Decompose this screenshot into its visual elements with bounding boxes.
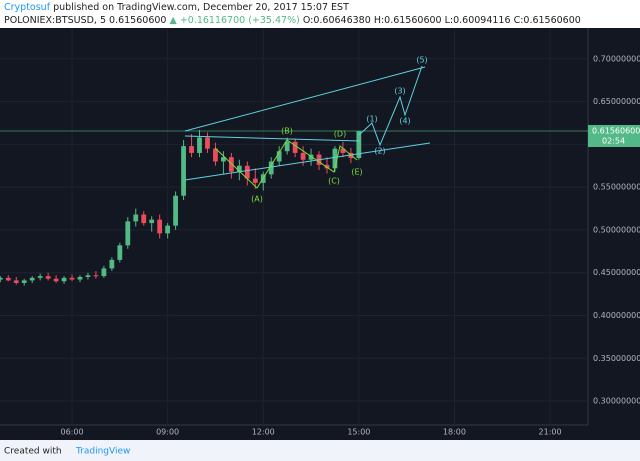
candle-body — [189, 146, 194, 153]
publisher: Cryptosuf — [4, 2, 51, 13]
candle-body — [165, 225, 171, 234]
wave-label: (A) — [251, 195, 263, 204]
last-price-box — [588, 125, 640, 148]
candle-body — [53, 278, 59, 282]
countdown: 02:54 — [602, 137, 625, 146]
candle-body — [5, 277, 11, 281]
candle-body — [101, 268, 107, 277]
y-tick-label: 0.70000000 — [593, 54, 640, 63]
candle-body — [29, 277, 35, 281]
candle-body — [213, 148, 218, 162]
wave-label: (E) — [351, 168, 362, 177]
y-tick-label: 0.45000000 — [593, 268, 640, 277]
wave-label: (2) — [374, 147, 385, 156]
y-tick-label: 0.35000000 — [593, 354, 640, 363]
last: 0.61560600 — [109, 15, 166, 26]
high: H:0.61560600 — [374, 15, 442, 26]
candle-body — [93, 275, 99, 277]
candle-body — [244, 165, 250, 179]
x-tick-label: 15:00 — [347, 428, 370, 437]
candle-body — [300, 152, 306, 160]
candle-body — [157, 219, 163, 234]
wave-label: (1) — [366, 115, 377, 124]
symbol-line: POLONIEX:BTSUSD, 5 0.61560600 ▲ +0.16116… — [4, 15, 581, 26]
candle-body — [13, 280, 19, 283]
candle-body — [340, 148, 346, 153]
wave-label: (B) — [281, 127, 293, 136]
channel-upper — [184, 66, 426, 132]
candle-body — [173, 195, 178, 226]
candle-body — [45, 276, 51, 279]
change: ▲ — [169, 15, 179, 26]
last-price-label: 0.61560600 — [592, 127, 640, 136]
candle-body — [61, 277, 67, 282]
candle-body — [236, 165, 242, 172]
candle-body — [85, 275, 91, 277]
candle-body — [292, 141, 298, 153]
x-tick-label: 06:00 — [60, 428, 83, 437]
candle-body — [205, 137, 210, 149]
candle-body — [221, 157, 226, 162]
candle-body — [141, 214, 147, 224]
x-tick-label: 18:00 — [443, 428, 466, 437]
candle-body — [69, 277, 75, 280]
symbol: POLONIEX:BTSUSD, 5 — [4, 15, 106, 26]
candle-body — [356, 131, 362, 159]
candle-body — [252, 178, 258, 183]
wave-label: (4) — [399, 117, 410, 126]
candle-body — [109, 259, 115, 269]
candle-body — [324, 164, 330, 169]
candle-body — [197, 137, 202, 153]
y-tick-label: 0.55000000 — [593, 183, 640, 192]
candle-body — [284, 141, 290, 152]
open: O:0.60646380 — [303, 15, 371, 26]
header-band — [0, 0, 640, 28]
candle-body — [0, 277, 3, 280]
x-tick-label: 12:00 — [252, 428, 275, 437]
candle-body — [268, 161, 274, 175]
wave-label: (D) — [334, 130, 346, 139]
candle-body — [149, 219, 155, 224]
candle-body — [125, 221, 131, 246]
candle-body — [308, 154, 314, 160]
candle-body — [21, 280, 27, 283]
wave-label: (3) — [394, 87, 405, 96]
candle-body — [133, 214, 139, 222]
footer-created: Created with — [4, 447, 62, 457]
y-tick-label: 0.65000000 — [593, 97, 640, 106]
y-tick-label: 0.30000000 — [593, 397, 640, 406]
candle-body — [117, 245, 123, 260]
candle-body — [332, 148, 338, 169]
y-tick-label: 0.40000000 — [593, 311, 640, 320]
low: L:0.60094116 — [445, 15, 511, 26]
wave-label: (C) — [328, 177, 340, 186]
candle-body — [276, 151, 282, 162]
close: C:0.61560600 — [514, 15, 581, 26]
triangle-upper — [184, 135, 361, 142]
candle-body — [37, 276, 43, 278]
candle-body — [228, 157, 234, 172]
header-line: Cryptosuf published on TradingView.com, … — [4, 2, 349, 13]
candle-body — [77, 276, 83, 280]
published: published on TradingView.com, December 2… — [53, 2, 349, 13]
channel-lower — [184, 142, 431, 181]
candle-body — [181, 146, 186, 196]
change-value: +0.16116700 (+35.47%) — [180, 15, 300, 26]
wave-label: (5) — [416, 56, 427, 65]
projection-path — [358, 65, 423, 147]
wave-path — [214, 139, 358, 189]
x-tick-label: 21:00 — [539, 428, 562, 437]
footer-band — [0, 440, 640, 461]
y-tick-label: 0.50000000 — [593, 225, 640, 234]
x-tick-label: 09:00 — [156, 428, 179, 437]
footer-brand: TradingView — [75, 447, 130, 457]
